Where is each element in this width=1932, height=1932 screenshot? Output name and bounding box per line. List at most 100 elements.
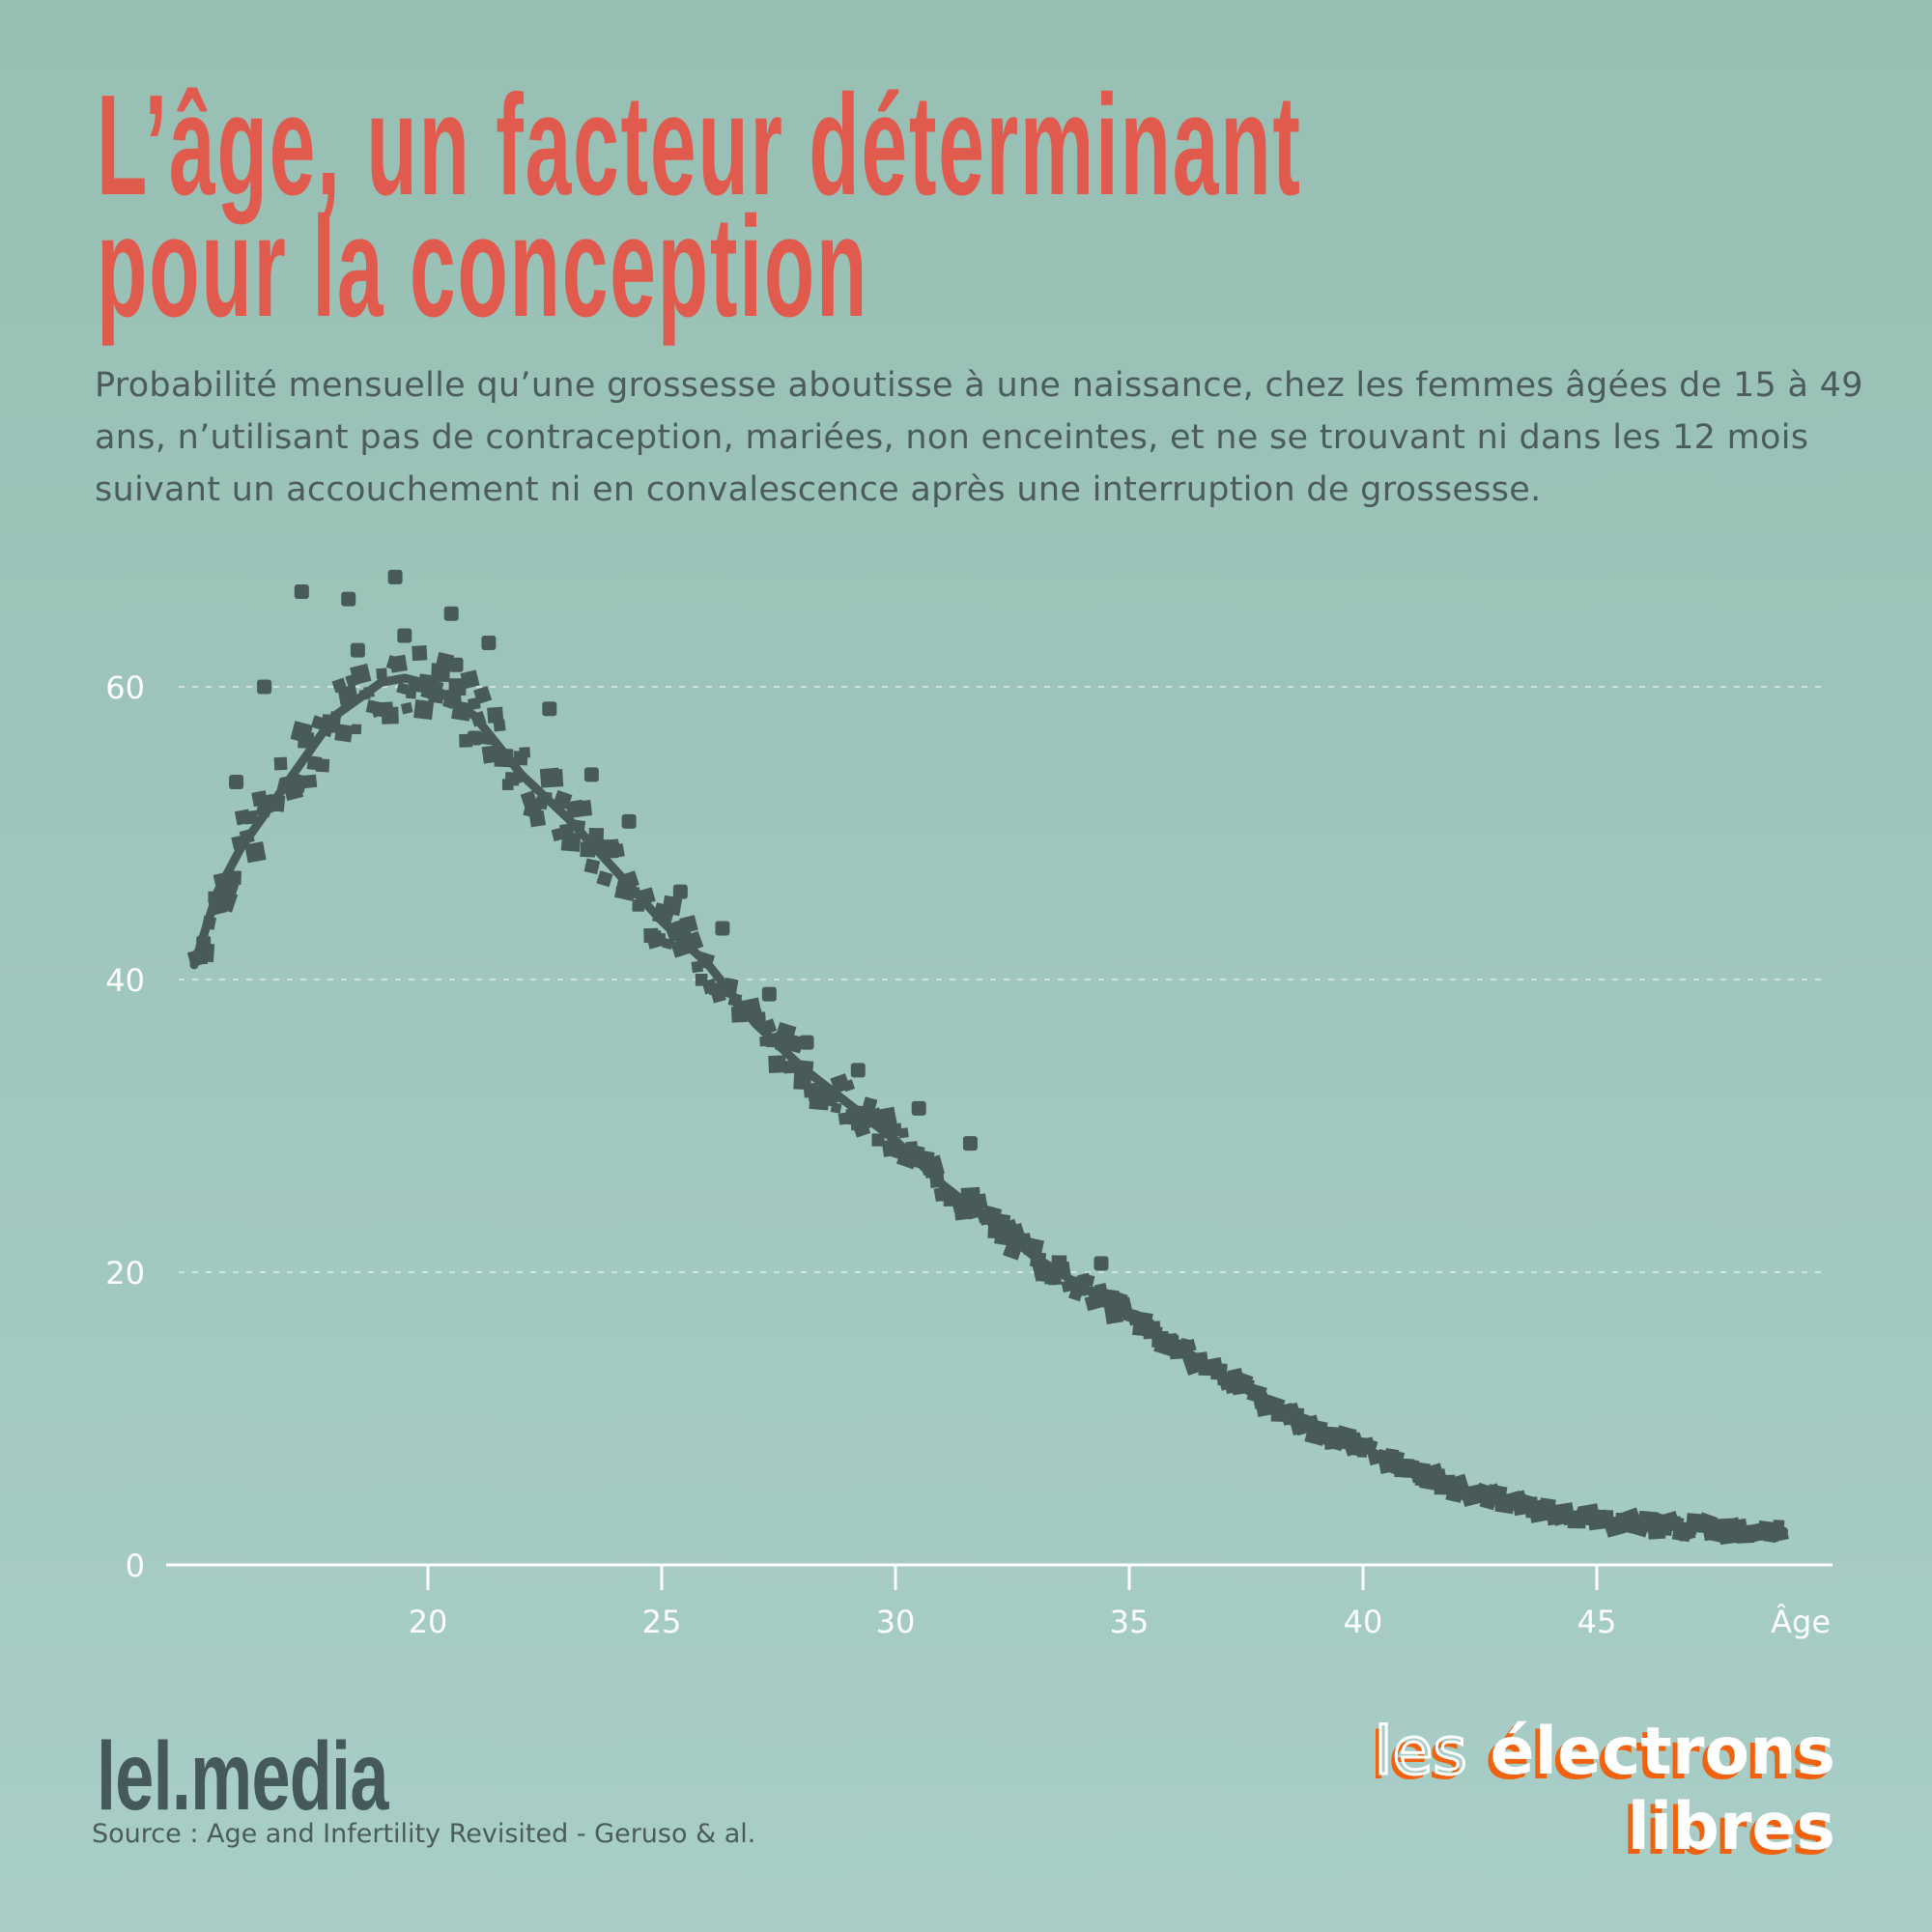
logo-electrons: électrons <box>1490 1714 1836 1790</box>
data-point <box>852 1119 871 1138</box>
data-point <box>768 1055 786 1074</box>
trend-line <box>189 673 1789 1536</box>
y-tick-label: 40 <box>105 962 145 999</box>
data-point <box>1776 1528 1789 1542</box>
data-point <box>588 827 605 843</box>
data-point <box>783 1033 805 1054</box>
data-point <box>897 1127 909 1139</box>
data-point <box>460 669 480 690</box>
data-point <box>243 810 259 825</box>
brand-logo: lel.media <box>97 1722 388 1831</box>
y-tick-label: 0 <box>126 1548 145 1584</box>
data-point <box>596 870 613 888</box>
outlier-point <box>229 774 244 789</box>
logo-les: les <box>1373 1713 1468 1791</box>
data-point <box>487 706 504 724</box>
outlier-point <box>257 679 272 695</box>
data-point <box>351 724 362 735</box>
outlier-point <box>448 657 464 672</box>
data-point <box>723 977 739 993</box>
data-point <box>760 1018 778 1036</box>
data-point <box>412 645 428 662</box>
outlier-point <box>583 767 599 782</box>
data-point <box>580 841 596 858</box>
data-point <box>448 678 467 696</box>
data-point <box>350 663 372 686</box>
data-point <box>451 700 472 722</box>
data-point <box>239 828 255 845</box>
data-point <box>560 832 582 852</box>
data-point <box>389 654 408 673</box>
data-point <box>267 794 286 812</box>
x-tick-label: 25 <box>642 1604 682 1640</box>
outlier-point <box>387 569 403 584</box>
data-point <box>679 915 698 934</box>
data-point <box>1182 1339 1197 1353</box>
outlier-point <box>481 636 497 651</box>
outlier-point <box>397 628 412 643</box>
y-tick-label: 20 <box>105 1255 145 1292</box>
data-point <box>363 686 375 698</box>
data-point <box>528 810 547 828</box>
data-point <box>970 1193 988 1210</box>
data-point <box>494 748 514 768</box>
data-point <box>754 1011 766 1023</box>
data-point <box>875 1106 897 1128</box>
outlier-point <box>962 1136 978 1151</box>
data-point <box>381 706 399 724</box>
x-tick-label: 35 <box>1110 1604 1150 1640</box>
source-note: Source : Age and Infertility Revisited -… <box>92 1819 756 1849</box>
data-point <box>620 870 639 890</box>
data-point <box>493 719 506 732</box>
data-point <box>862 1096 878 1113</box>
les-electrons-libres-logo: les électrons libres <box>1373 1713 1836 1865</box>
data-point <box>1363 1438 1378 1454</box>
data-point <box>638 887 656 905</box>
x-tick-label: 40 <box>1344 1604 1383 1640</box>
outlier-point <box>850 1063 866 1078</box>
data-point <box>799 1060 814 1075</box>
data-point <box>661 895 683 917</box>
data-point <box>539 791 553 805</box>
outlier-point <box>672 884 688 899</box>
outlier-point <box>761 986 777 1002</box>
data-point <box>842 1079 856 1093</box>
outlier-point <box>621 813 637 829</box>
outlier-point <box>799 1035 814 1050</box>
outlier-point <box>294 584 309 600</box>
data-point <box>396 681 410 696</box>
data-point <box>545 769 564 788</box>
chart-subtitle: Probabilité mensuelle qu’une grossesse a… <box>95 366 1863 509</box>
data-point <box>287 772 308 794</box>
data-point <box>871 1133 885 1147</box>
data-point <box>376 668 387 680</box>
data-point <box>610 842 625 859</box>
data-point <box>221 880 240 898</box>
data-point <box>575 800 593 817</box>
data-point <box>583 858 601 875</box>
data-point <box>929 1173 945 1188</box>
data-point <box>227 870 242 885</box>
data-point <box>682 930 704 952</box>
data-point <box>1082 1273 1095 1287</box>
data-point <box>1773 1520 1785 1532</box>
outlier-point <box>350 642 365 658</box>
x-tick-label: 20 <box>409 1604 448 1640</box>
data-point <box>921 1154 945 1179</box>
data-point <box>519 747 531 758</box>
data-point <box>696 951 716 971</box>
data-point <box>428 687 445 704</box>
data-point <box>573 819 586 833</box>
data-point <box>201 915 217 930</box>
outlier-point <box>911 1100 926 1116</box>
y-tick-label: 60 <box>105 669 145 706</box>
outlier-point <box>1094 1256 1109 1271</box>
data-point <box>302 774 318 789</box>
x-tick-label: 30 <box>876 1604 916 1640</box>
x-axis-label: Âge <box>1771 1604 1831 1640</box>
data-point <box>337 684 359 706</box>
data-point <box>413 699 435 721</box>
data-point <box>298 731 315 749</box>
title-line-2: pour la conception <box>97 187 869 347</box>
